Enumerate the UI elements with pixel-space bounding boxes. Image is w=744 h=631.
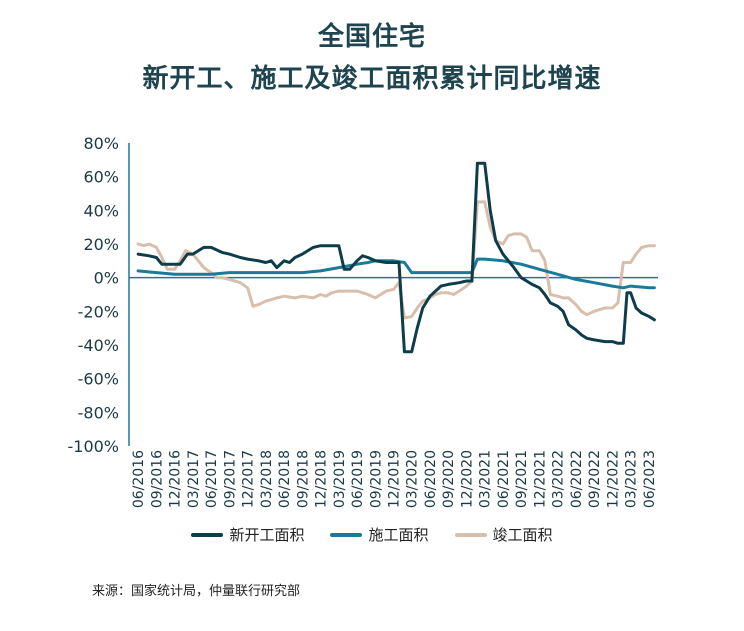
x-tick-label: 09/2017	[222, 450, 238, 508]
y-tick-label: -20%	[78, 302, 119, 321]
x-tick-label: 06/2022	[569, 450, 585, 508]
x-tick-label: 09/2016	[149, 450, 165, 508]
x-tick-label: 06/2023	[642, 450, 658, 508]
x-tick-label: 12/2018	[314, 450, 330, 508]
legend: 新开工面积 施工面积 竣工面积	[0, 524, 744, 545]
x-tick-label: 12/2020	[459, 450, 475, 508]
y-tick-label: -80%	[78, 403, 119, 422]
x-tick-label: 03/2018	[259, 450, 275, 508]
legend-swatch-new	[191, 532, 224, 537]
y-tick-label: -60%	[78, 370, 119, 389]
x-tick-label: 12/2017	[241, 450, 257, 508]
x-tick-label: 03/2022	[551, 450, 567, 508]
legend-label-under: 施工面积	[368, 526, 429, 544]
y-tick-label: 40%	[83, 201, 119, 220]
x-tick-label: 12/2016	[168, 450, 184, 508]
source-note: 来源：国家统计局，仲量联行研究部	[92, 584, 301, 599]
chart-title-line2: 新开工、施工及竣工面积累计同比增速	[142, 64, 602, 94]
x-tick-label: 03/2020	[405, 450, 421, 508]
x-tick-label: 09/2021	[514, 450, 530, 508]
x-tick-label: 06/2019	[350, 450, 366, 508]
legend-label-done: 竣工面积	[492, 526, 553, 544]
x-tick-label: 06/2017	[204, 450, 220, 508]
y-tick-label: 0%	[94, 269, 119, 288]
y-tick-label: -100%	[67, 437, 119, 456]
legend-swatch-done	[454, 532, 487, 537]
series-line-completions	[136, 200, 656, 320]
x-tick-label: 06/2016	[131, 450, 147, 508]
line-chart: 80% 60% 40% 20% 0% -20% -40% -60% -80% -100% 06/20…	[67, 134, 658, 508]
series-line-under-construction	[136, 257, 656, 290]
x-tick-label: 03/2021	[478, 450, 494, 508]
x-tick-label: 06/2020	[423, 450, 439, 508]
series-line-new-starts	[136, 161, 656, 354]
y-tick-label: 80%	[83, 134, 119, 153]
x-tick-label: 09/2018	[295, 450, 311, 508]
legend-swatch-under	[330, 532, 363, 537]
x-tick-label: 06/2018	[277, 450, 293, 508]
x-tick-label: 06/2021	[496, 450, 512, 508]
x-tick-label: 03/2019	[332, 450, 348, 508]
y-tick-label: -40%	[78, 336, 119, 355]
legend-item-new: 新开工面积	[191, 524, 304, 545]
x-tick-label: 12/2022	[605, 450, 621, 508]
legend-label-new: 新开工面积	[229, 526, 305, 544]
y-tick-label: 20%	[83, 235, 119, 254]
legend-item-under: 施工面积	[330, 524, 429, 545]
x-tick-label: 09/2020	[441, 450, 457, 508]
x-tick-label: 09/2019	[368, 450, 384, 508]
legend-item-done: 竣工面积	[454, 524, 553, 545]
x-tick-label: 03/2017	[186, 450, 202, 508]
x-tick-label: 09/2022	[587, 450, 603, 508]
x-tick-label: 12/2021	[532, 450, 548, 508]
x-tick-label: 03/2023	[624, 450, 640, 508]
x-tick-label: 12/2019	[387, 450, 403, 508]
chart-title-line1: 全国住宅	[317, 22, 426, 52]
y-tick-label: 60%	[83, 168, 119, 187]
